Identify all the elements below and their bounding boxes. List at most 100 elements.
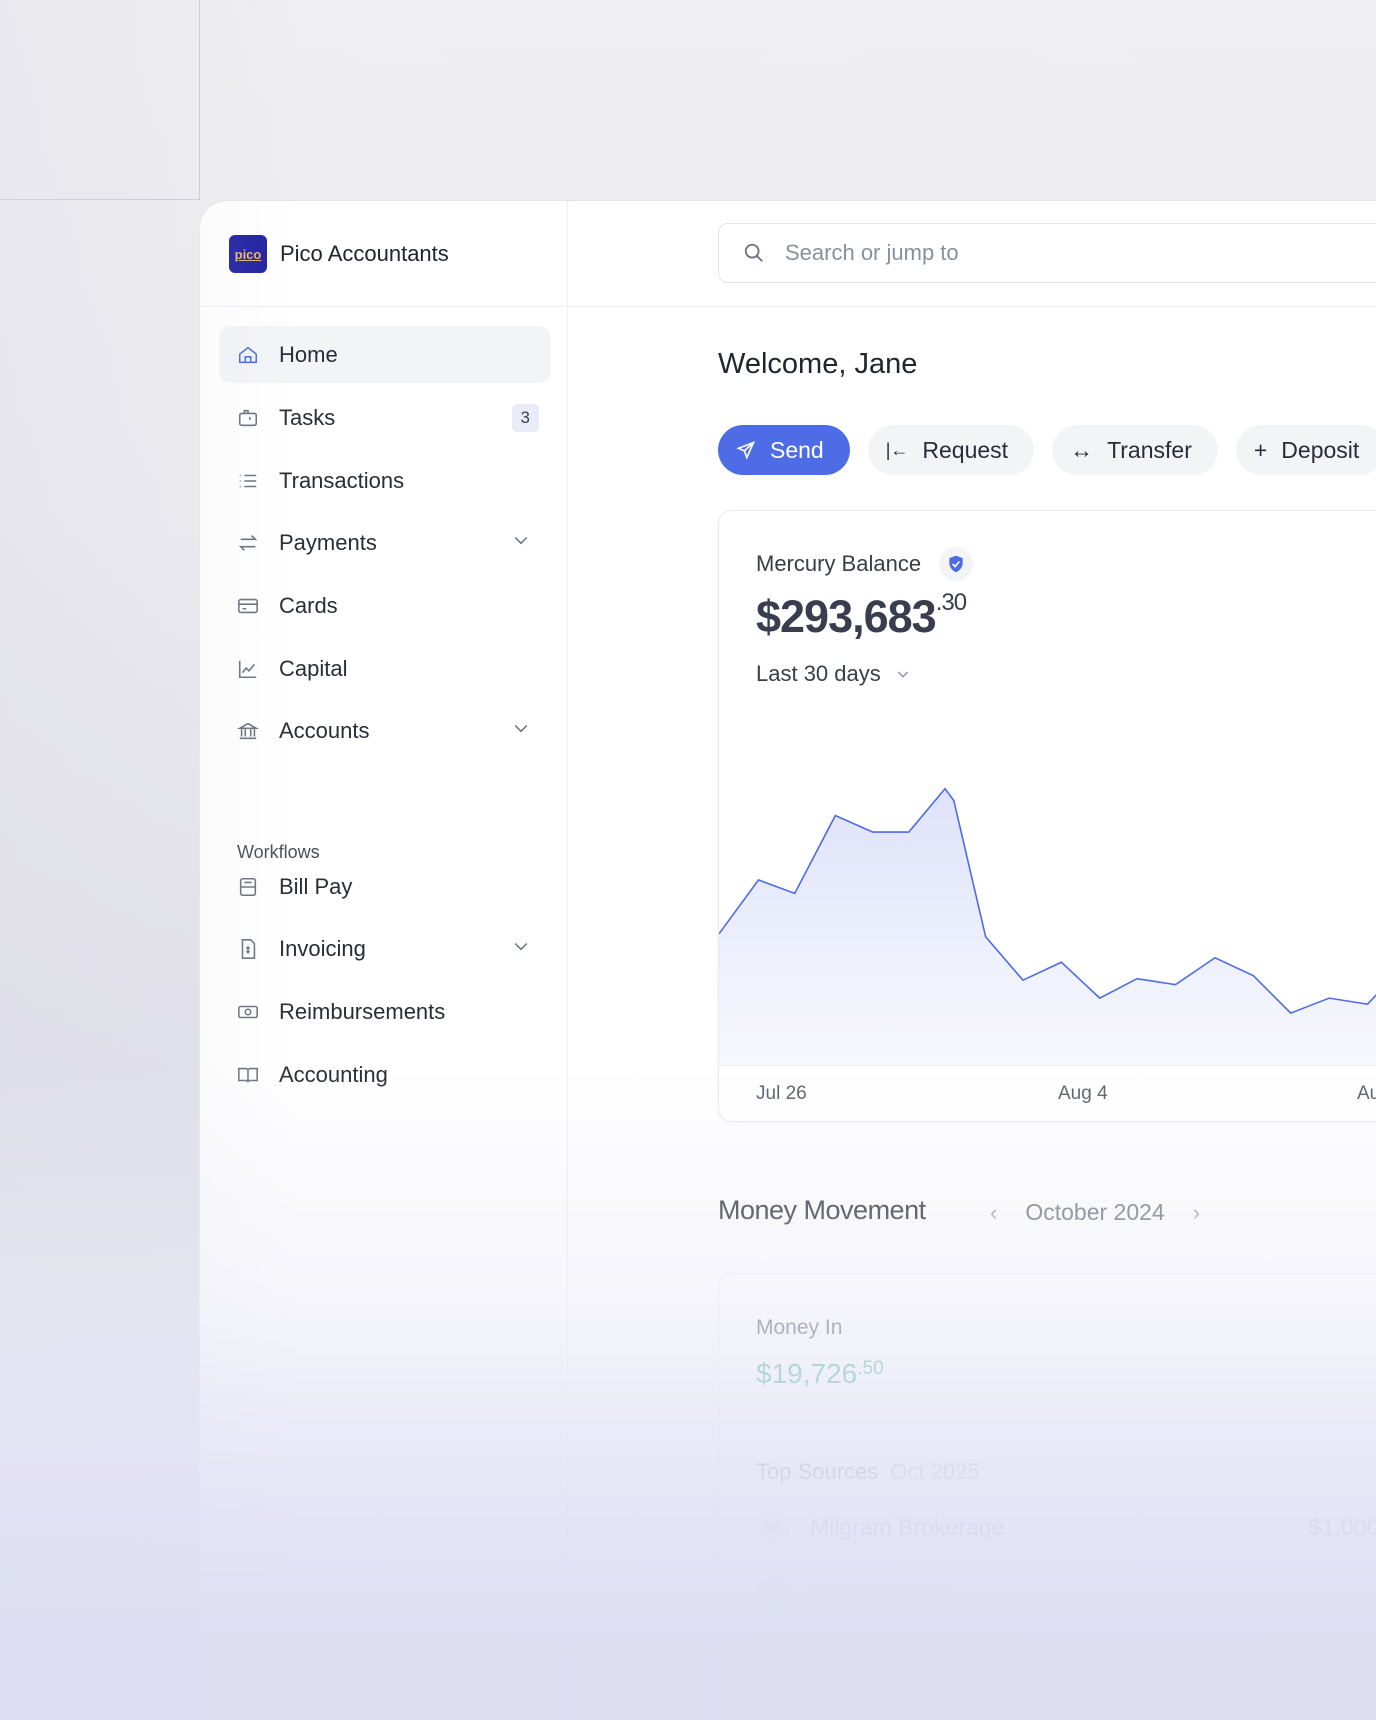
guide-line-horizontal bbox=[0, 199, 200, 200]
source-name: Milgram Brokerage bbox=[810, 1513, 1005, 1540]
sidebar-item-invoicing[interactable]: Invoicing bbox=[219, 920, 551, 977]
logo-text: pico bbox=[234, 246, 262, 262]
search-placeholder: Search or jump to bbox=[785, 240, 959, 265]
period-label: October 2024 bbox=[1025, 1199, 1165, 1225]
transfer-button[interactable]: ↔ Transfer bbox=[1052, 425, 1218, 475]
verified-shield-icon bbox=[939, 547, 974, 581]
sidebar-item-home[interactable]: Home bbox=[219, 326, 551, 383]
sidebar-item-accounts[interactable]: Accounts bbox=[219, 702, 551, 759]
period-selector: ‹ October 2024 › bbox=[990, 1199, 1200, 1226]
balance-card: Mercury Balance $293,683.30 Last 30 days… bbox=[718, 510, 1376, 1122]
search-input[interactable]: Search or jump to bbox=[718, 223, 1376, 283]
search-icon bbox=[744, 243, 763, 262]
invoice-icon bbox=[237, 938, 259, 960]
request-button[interactable]: |← Request bbox=[867, 425, 1035, 475]
balance-whole: $293,683 bbox=[756, 591, 937, 642]
request-icon: |← bbox=[885, 439, 909, 460]
balance-chart bbox=[719, 787, 1376, 1065]
sidebar-item-label: Transactions bbox=[279, 467, 405, 493]
source-amount: $1,000 bbox=[1309, 1514, 1376, 1540]
balance-label: Mercury Balance bbox=[756, 551, 922, 576]
sidebar-item-label: Capital bbox=[279, 655, 348, 681]
deposit-button[interactable]: + Deposit bbox=[1235, 425, 1376, 475]
deposit-label: Deposit bbox=[1281, 436, 1360, 463]
sidebar-item-label: Accounting bbox=[279, 1061, 388, 1087]
sidebar-item-reimbursements[interactable]: Reimbursements bbox=[219, 983, 551, 1040]
balance-label-row: Mercury Balance bbox=[756, 547, 974, 581]
brand-logo: pico bbox=[229, 235, 267, 273]
home-icon bbox=[237, 344, 259, 366]
request-label: Request bbox=[922, 436, 1009, 463]
money-in-amount: $19,726.50 bbox=[756, 1358, 884, 1390]
welcome-heading: Welcome, Jane bbox=[718, 348, 918, 380]
cash-icon bbox=[237, 1001, 259, 1023]
top-sources-heading: Top Sources Oct 2025 bbox=[756, 1459, 980, 1485]
chevron-down-icon[interactable] bbox=[511, 530, 531, 556]
book-icon bbox=[237, 1064, 259, 1086]
sidebar-item-label: Cards bbox=[279, 592, 338, 618]
header-divider bbox=[200, 306, 1376, 307]
send-icon bbox=[736, 440, 756, 460]
source-row[interactable] bbox=[756, 1576, 950, 1610]
transfer-icon: ↔ bbox=[1070, 436, 1094, 463]
sidebar-item-bill-pay[interactable]: Bill Pay bbox=[219, 858, 551, 915]
balance-cents: .30 bbox=[935, 589, 967, 616]
section-title-workflows: Workflows bbox=[237, 842, 320, 862]
sidebar-item-label: Reimbursements bbox=[279, 998, 446, 1024]
sidebar-item-accounting[interactable]: Accounting bbox=[219, 1046, 551, 1103]
guide-line-vertical bbox=[199, 0, 200, 200]
source-row[interactable]: MB Milgram Brokerage bbox=[756, 1510, 1004, 1544]
source-avatar bbox=[756, 1576, 790, 1610]
chevron-down-icon[interactable] bbox=[511, 718, 531, 744]
range-dropdown[interactable]: Last 30 days bbox=[756, 661, 911, 687]
arrows-swap-icon bbox=[237, 532, 259, 554]
balance-amount: $293,683.30 bbox=[756, 589, 967, 643]
top-sources-label: Top Sources bbox=[756, 1459, 879, 1484]
app-window: pico Pico Accountants Home Tasks 3 Transact… bbox=[199, 200, 1376, 1720]
list-icon bbox=[237, 470, 259, 492]
sidebar-item-label: Invoicing bbox=[279, 935, 366, 961]
bank-icon bbox=[237, 720, 259, 742]
chevron-down-icon[interactable] bbox=[511, 936, 531, 962]
chevron-down-icon bbox=[897, 671, 908, 678]
chevron-right-icon[interactable]: › bbox=[1192, 1199, 1201, 1225]
sidebar-item-transactions[interactable]: Transactions bbox=[219, 452, 551, 509]
divider bbox=[756, 1422, 1376, 1423]
bill-icon bbox=[237, 876, 259, 898]
source-name-placeholder bbox=[810, 1584, 950, 1602]
range-label: Last 30 days bbox=[756, 661, 881, 686]
sidebar-item-label: Tasks bbox=[279, 404, 336, 430]
sidebar-item-tasks[interactable]: Tasks 3 bbox=[219, 389, 551, 446]
sidebar-item-label: Bill Pay bbox=[279, 873, 353, 899]
money-in-card: Money In $19,726.50 Top Sources Oct 2025 … bbox=[718, 1273, 1376, 1720]
card-icon bbox=[237, 595, 259, 617]
sidebar: pico Pico Accountants Home Tasks 3 Transact… bbox=[200, 201, 568, 1720]
x-tick-label: Jul 26 bbox=[756, 1083, 807, 1104]
money-in-cents: .50 bbox=[857, 1358, 884, 1379]
send-button[interactable]: Send bbox=[718, 425, 850, 475]
sidebar-item-cards[interactable]: Cards bbox=[219, 577, 551, 634]
sidebar-item-capital[interactable]: Capital bbox=[219, 640, 551, 697]
balance-area bbox=[719, 788, 1376, 1065]
x-tick-label: Au bbox=[1357, 1083, 1376, 1104]
tasks-icon bbox=[237, 407, 259, 429]
source-avatar: MB bbox=[756, 1510, 790, 1544]
money-movement-title: Money Movement bbox=[718, 1195, 926, 1225]
action-buttons: Send |← Request ↔ Transfer + Deposit bbox=[718, 425, 1376, 475]
tasks-count-badge: 3 bbox=[511, 403, 539, 432]
chart-axis-line bbox=[719, 1065, 1376, 1066]
transfer-label: Transfer bbox=[1107, 436, 1192, 463]
sidebar-item-label: Accounts bbox=[279, 717, 370, 743]
x-tick-label: Aug 4 bbox=[1058, 1083, 1108, 1104]
money-in-whole: $19,726 bbox=[756, 1358, 858, 1389]
money-in-label: Money In bbox=[756, 1316, 843, 1339]
sidebar-item-label: Home bbox=[279, 341, 338, 367]
top-sources-period: Oct 2025 bbox=[890, 1459, 980, 1484]
brand-name: Pico Accountants bbox=[280, 241, 449, 266]
chart-line-icon bbox=[237, 658, 259, 680]
plus-icon: + bbox=[1253, 436, 1268, 463]
sidebar-item-label: Payments bbox=[279, 529, 377, 555]
brand[interactable]: pico Pico Accountants bbox=[229, 235, 449, 273]
sidebar-item-payments[interactable]: Payments bbox=[219, 514, 551, 571]
chevron-left-icon[interactable]: ‹ bbox=[990, 1199, 998, 1225]
